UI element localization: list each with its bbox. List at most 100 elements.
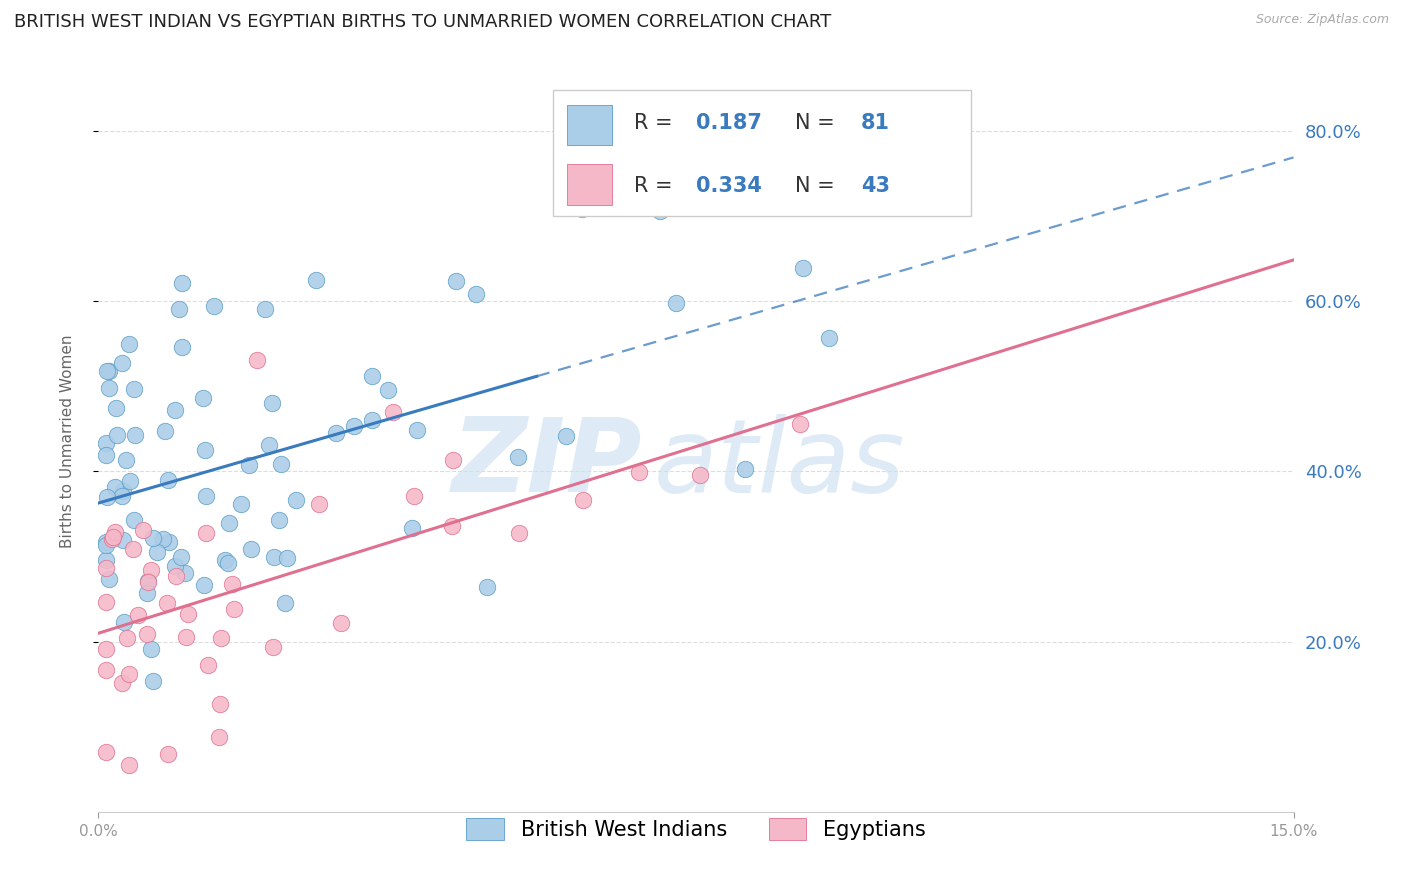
- Point: [152, 532, 174, 546]
- Point: [112, 483, 135, 498]
- Point: [284, 492, 307, 507]
- Point: [146, 545, 169, 559]
- Point: [381, 405, 404, 419]
- FancyBboxPatch shape: [567, 164, 613, 204]
- Point: [269, 513, 291, 527]
- Point: [156, 747, 179, 761]
- Point: [156, 597, 179, 611]
- Point: [117, 631, 139, 645]
- Point: [170, 549, 193, 564]
- Point: [193, 578, 215, 592]
- Point: [572, 493, 595, 508]
- Point: [734, 462, 756, 476]
- Point: [627, 465, 650, 479]
- Point: [254, 302, 277, 317]
- Point: [259, 438, 281, 452]
- Text: Source: ZipAtlas.com: Source: ZipAtlas.com: [1256, 13, 1389, 27]
- Point: [96, 663, 118, 677]
- Point: [325, 425, 347, 440]
- Point: [118, 757, 141, 772]
- Point: [111, 356, 134, 370]
- Point: [571, 202, 593, 216]
- Point: [194, 526, 217, 541]
- Point: [122, 541, 145, 556]
- Text: ZIP: ZIP: [451, 413, 643, 515]
- Text: N =: N =: [796, 113, 842, 133]
- Point: [107, 428, 129, 442]
- Point: [765, 177, 787, 191]
- Point: [173, 566, 195, 580]
- Point: [665, 295, 688, 310]
- Point: [96, 745, 118, 759]
- Point: [124, 383, 146, 397]
- Text: 81: 81: [860, 113, 890, 133]
- Point: [263, 550, 285, 565]
- Point: [136, 574, 159, 588]
- Point: [262, 396, 284, 410]
- Point: [103, 480, 125, 494]
- Point: [444, 274, 467, 288]
- Point: [304, 273, 326, 287]
- Point: [209, 631, 232, 645]
- Point: [224, 602, 246, 616]
- Point: [135, 626, 157, 640]
- Point: [377, 383, 399, 397]
- Point: [239, 542, 262, 557]
- Point: [194, 489, 217, 503]
- Point: [197, 658, 219, 673]
- Point: [97, 364, 120, 378]
- Point: [165, 403, 187, 417]
- FancyBboxPatch shape: [553, 90, 972, 216]
- Point: [274, 596, 297, 610]
- Text: R =: R =: [634, 113, 679, 133]
- Point: [96, 436, 118, 450]
- Point: [208, 730, 231, 744]
- Point: [555, 429, 578, 443]
- Point: [169, 302, 191, 317]
- Point: [202, 299, 225, 313]
- Point: [229, 497, 252, 511]
- Point: [262, 640, 284, 654]
- Point: [142, 531, 165, 545]
- Point: [441, 452, 464, 467]
- Point: [96, 448, 118, 462]
- Point: [193, 391, 215, 405]
- Point: [165, 569, 187, 583]
- Point: [475, 580, 498, 594]
- Point: [194, 443, 217, 458]
- Text: R =: R =: [634, 176, 679, 196]
- Point: [118, 666, 141, 681]
- Point: [96, 595, 118, 609]
- Point: [122, 513, 145, 527]
- Point: [155, 424, 177, 438]
- Point: [689, 467, 711, 482]
- Point: [157, 535, 180, 549]
- Point: [170, 277, 193, 291]
- Point: [124, 427, 146, 442]
- Point: [112, 533, 135, 547]
- Point: [817, 331, 839, 345]
- Point: [276, 550, 298, 565]
- Point: [218, 516, 240, 530]
- Text: 43: 43: [860, 176, 890, 196]
- Point: [361, 369, 384, 384]
- Point: [508, 526, 530, 541]
- Point: [401, 521, 423, 535]
- Point: [506, 450, 529, 464]
- Point: [136, 574, 159, 589]
- Point: [100, 533, 122, 547]
- Point: [404, 489, 426, 503]
- Point: [329, 616, 352, 631]
- Text: 0.334: 0.334: [696, 176, 762, 196]
- Point: [139, 641, 162, 656]
- Point: [96, 561, 118, 575]
- Point: [105, 401, 128, 416]
- Point: [406, 423, 429, 437]
- Text: BRITISH WEST INDIAN VS EGYPTIAN BIRTHS TO UNMARRIED WOMEN CORRELATION CHART: BRITISH WEST INDIAN VS EGYPTIAN BIRTHS T…: [14, 13, 831, 31]
- Point: [141, 563, 163, 577]
- Text: N =: N =: [796, 176, 842, 196]
- Point: [440, 518, 463, 533]
- Point: [101, 530, 124, 544]
- Text: atlas: atlas: [654, 414, 905, 514]
- Point: [132, 523, 155, 537]
